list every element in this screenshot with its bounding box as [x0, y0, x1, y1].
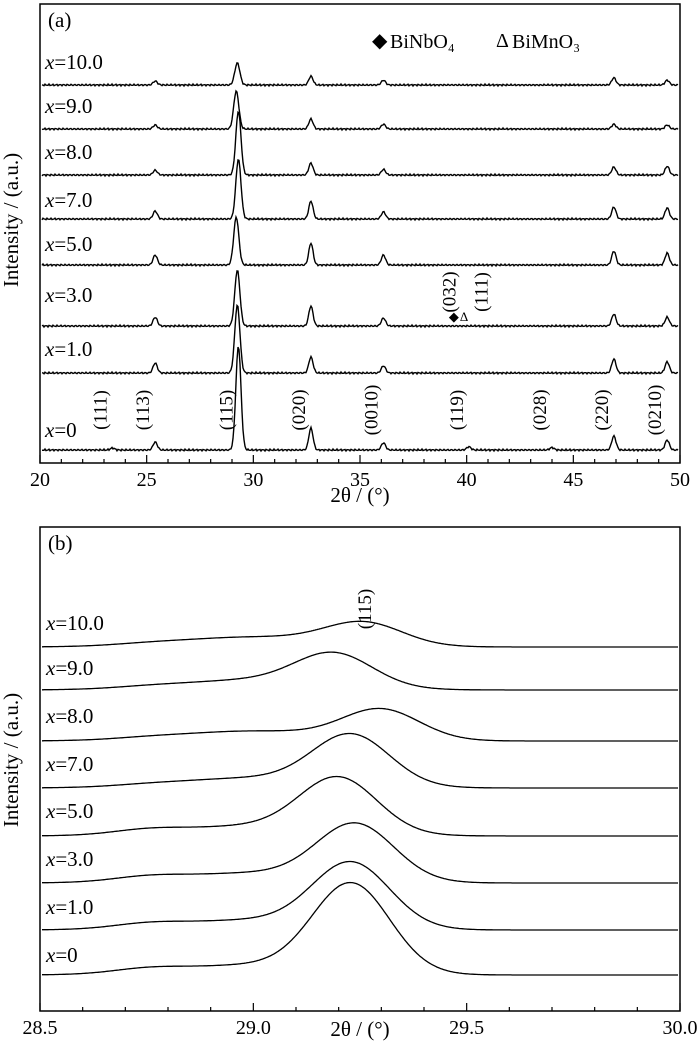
panel-b-frame [39, 526, 681, 1012]
panel-b-x-ticks: 28.5 29.0 29.5 30.0 [23, 1003, 698, 1039]
series-label: x=5.0 [44, 232, 92, 256]
hkl-impurity-label: (111) [472, 272, 493, 312]
panel-a-tag: (a) [48, 8, 71, 32]
x-tick-label: 45 [563, 469, 583, 491]
hkl-label: (0010) [362, 385, 383, 436]
peak-115-profile-line [42, 651, 678, 691]
panel-a-x-ticks: 20 25 30 35 40 45 50 [30, 455, 690, 491]
series-label: x=8.0 [44, 140, 92, 164]
legend-binbo4-label: BiNbO₄ [390, 31, 455, 53]
peak-115-profile-line [42, 860, 678, 931]
series-label: x=10.0 [44, 50, 103, 74]
peak-115-profile-line [42, 620, 678, 648]
xrd-pattern-line [41, 214, 679, 268]
series-label: x=3.0 [44, 283, 92, 307]
series-label: x=8.0 [45, 704, 93, 728]
x-tick-label: 29.0 [236, 1017, 271, 1039]
panel-a-ylabel: Intensity / (a.u.) [0, 153, 23, 287]
series-label: x=9.0 [45, 656, 93, 680]
hkl-label: (0210) [645, 385, 666, 436]
bimno3-marker: Δ [460, 309, 468, 324]
series-label: x=1.0 [44, 337, 92, 361]
xrd-pattern-line [41, 110, 679, 178]
x-tick-label: 40 [457, 469, 477, 491]
xrd-pattern-line [41, 62, 679, 88]
series-label: x=3.0 [45, 847, 93, 871]
x-tick-label: 25 [137, 469, 157, 491]
hkl-label: (119) [447, 390, 468, 430]
xrd-pattern-line [41, 270, 679, 329]
hkl-label: (113) [133, 390, 154, 430]
series-label: x=9.0 [44, 94, 92, 118]
x-tick-label: 20 [30, 469, 50, 491]
xrd-pattern-line [41, 89, 679, 132]
series-label: x=7.0 [45, 752, 93, 776]
peak-115-profile-line [42, 775, 678, 837]
panel-a-xlabel: 2θ / (°) [330, 483, 389, 507]
legend-bimno3-symbol: Δ [496, 30, 509, 52]
peak-115-profile-line [42, 707, 678, 742]
x-tick-label: 30 [243, 469, 263, 491]
panel-a-hkl-labels: (111) (113) (115) (020) (0010) (119) (028) (220… [91, 271, 667, 435]
hkl-label: (220) [592, 389, 613, 430]
peak-115-profile-line [42, 881, 678, 976]
legend-bimno3-label: BiMnO₃ [512, 31, 580, 53]
legend-binbo4-symbol: ◆ [372, 30, 388, 52]
hkl-label: (111) [91, 390, 112, 430]
xrd-pattern-line [41, 346, 679, 453]
panel-b-curves [42, 620, 678, 976]
panel-b-ylabel: Intensity / (a.u.) [0, 693, 23, 827]
series-label: x=0 [45, 943, 78, 967]
x-tick-label: 30.0 [663, 1017, 698, 1039]
x-tick-label: 28.5 [23, 1017, 58, 1039]
panel-b-tag: (b) [48, 531, 73, 555]
hkl-label: (028) [530, 389, 551, 430]
panel-b-peak-label: (115) [355, 589, 376, 629]
x-tick-label: 50 [670, 469, 690, 491]
series-label: x=1.0 [45, 895, 93, 919]
binbo4-marker: ◆ [449, 309, 459, 324]
x-tick-label: 29.5 [449, 1017, 484, 1039]
x-tick-label: 35 [350, 469, 370, 491]
xrd-pattern-line [41, 303, 679, 376]
panel-b-series-labels: x=10.0 x=9.0 x=8.0 x=7.0 x=5.0 x=3.0 x=1.0 x=0 [45, 611, 104, 967]
hkl-label: (020) [289, 389, 310, 430]
series-label: x=5.0 [45, 799, 93, 823]
series-label: x=0 [44, 418, 77, 442]
panel-a-curves [41, 62, 679, 453]
xrd-pattern-line [41, 159, 679, 222]
hkl-impurity-label: (032) [440, 271, 461, 312]
series-label: x=10.0 [45, 611, 104, 635]
peak-115-profile-line [42, 732, 678, 789]
series-label: x=7.0 [44, 188, 92, 212]
peak-115-profile-line [42, 822, 678, 884]
panel-a-series-labels: x=10.0 x=9.0 x=8.0 x=7.0 x=5.0 x=3.0 x=1.0 x=0 [44, 50, 103, 442]
panel-b-xlabel: 2θ / (°) [330, 1017, 389, 1041]
hkl-label: (115) [216, 390, 237, 430]
